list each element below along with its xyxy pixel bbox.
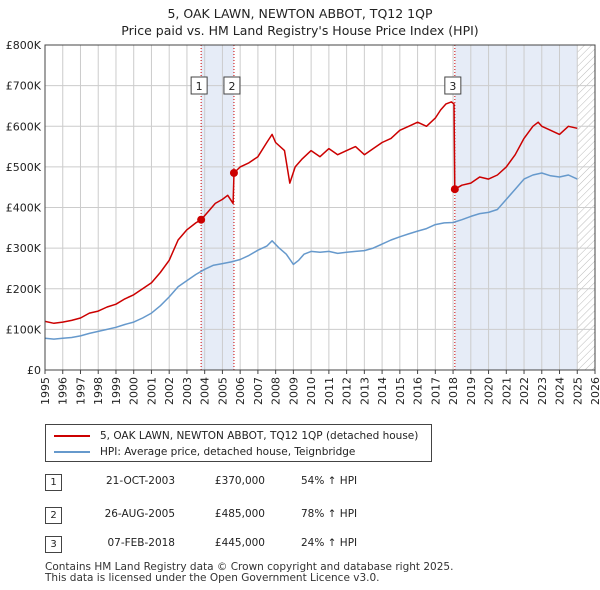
sale-price: £370,000 — [214, 475, 265, 487]
x-tick-label: 2001 — [145, 377, 158, 405]
sale-point — [197, 215, 206, 224]
sale-number: 2 — [45, 507, 62, 524]
x-tick-label: 2010 — [305, 377, 318, 405]
y-tick-label: £200K — [6, 283, 42, 296]
sale-point — [229, 168, 238, 177]
x-tick-label: 2023 — [536, 377, 549, 405]
price-chart: 1 2 3 £0 £100K £200K £300K £400K £500K £600K £700… — [6, 39, 600, 405]
x-tick-label: 2003 — [181, 377, 194, 405]
legend-label-hpi: HPI: Average price, detached house, Teig… — [100, 446, 356, 458]
legend-swatch-hpi — [54, 451, 90, 453]
x-tick-label: 2012 — [341, 377, 354, 405]
property-price-line — [45, 101, 578, 325]
chart-legend: 5, OAK LAWN, NEWTON ABBOT, TQ12 1QP (det… — [45, 424, 432, 462]
sale-date: 21-OCT-2003 — [106, 475, 175, 487]
legend-item-hpi: HPI: Average price, detached house, Teig… — [54, 444, 355, 460]
legend-swatch-property — [54, 435, 90, 437]
sale-marker-label: 1 — [196, 80, 203, 93]
sale-number: 3 — [45, 536, 62, 553]
chart-title: 5, OAK LAWN, NEWTON ABBOT, TQ12 1QP Pric… — [0, 5, 600, 39]
legend-label-property: 5, OAK LAWN, NEWTON ABBOT, TQ12 1QP (det… — [100, 430, 419, 442]
hpi-line — [45, 172, 578, 340]
y-tick-label: £300K — [6, 242, 42, 255]
x-tick-label: 2005 — [216, 377, 229, 405]
x-tick-label: 2008 — [270, 377, 283, 405]
x-tick-label: 1995 — [39, 377, 52, 405]
title-line-1: 5, OAK LAWN, NEWTON ABBOT, TQ12 1QP — [167, 6, 433, 21]
sale-marker-box — [223, 76, 241, 95]
x-tick-label: 2026 — [589, 377, 600, 405]
y-tick-label: £700K — [6, 80, 42, 93]
title-line-2: Price paid vs. HM Land Registry's House … — [121, 23, 479, 38]
x-tick-label: 2011 — [323, 377, 336, 405]
y-tick-label: £0 — [27, 364, 41, 377]
sale-row: 3 07-FEB-2018 £445,000 24% ↑ HPI — [45, 536, 445, 553]
y-tick-label: £400K — [6, 202, 42, 215]
footer-attribution: Contains HM Land Registry data © Crown c… — [45, 562, 453, 584]
x-tick-label: 2009 — [287, 377, 300, 405]
x-tick-label: 2006 — [234, 377, 247, 405]
y-tick-label: £500K — [6, 161, 42, 174]
x-tick-label: 1996 — [57, 377, 70, 405]
footer-line-2: This data is licensed under the Open Gov… — [45, 572, 380, 584]
x-tick-label: 2007 — [252, 377, 265, 405]
sale-hpi-change: 24% ↑ HPI — [301, 537, 358, 549]
x-tick-label: 2000 — [128, 377, 141, 405]
x-tick-label: 2016 — [412, 377, 425, 405]
sale-point — [450, 185, 459, 194]
sale-marker-label: 3 — [449, 80, 456, 93]
x-tick-label: 2019 — [465, 377, 478, 405]
y-tick-label: £800K — [6, 39, 42, 52]
sale-marker-box — [190, 76, 208, 95]
x-tick-label: 2013 — [358, 377, 371, 405]
x-tick-label: 2018 — [447, 377, 460, 405]
x-tick-label: 2025 — [571, 377, 584, 405]
sale-marker-label: 2 — [228, 80, 235, 93]
x-tick-label: 2002 — [163, 377, 176, 405]
sale-row: 1 21-OCT-2003 £370,000 54% ↑ HPI — [45, 474, 445, 491]
x-tick-label: 2014 — [376, 377, 389, 405]
y-tick-label: £100K — [6, 323, 42, 336]
legend-item-property: 5, OAK LAWN, NEWTON ABBOT, TQ12 1QP (det… — [54, 428, 418, 444]
plot-border — [44, 44, 596, 371]
sale-row: 2 26-AUG-2005 £485,000 78% ↑ HPI — [45, 507, 445, 524]
sale-price: £485,000 — [214, 508, 265, 520]
x-tick-label: 1999 — [110, 377, 123, 405]
x-tick-label: 2004 — [199, 377, 212, 405]
x-tick-label: 2021 — [500, 377, 513, 405]
sale-hpi-change: 54% ↑ HPI — [301, 475, 358, 487]
sale-number: 1 — [45, 474, 62, 491]
y-tick-label: £600K — [6, 120, 42, 133]
sale-marker-box — [444, 76, 462, 95]
x-tick-label: 1997 — [74, 377, 87, 405]
x-tick-label: 2020 — [483, 377, 496, 405]
footer-line-1: Contains HM Land Registry data © Crown c… — [45, 561, 454, 573]
x-tick-label: 2022 — [518, 377, 531, 405]
x-tick-label: 2024 — [554, 377, 567, 405]
sale-date: 07-FEB-2018 — [107, 537, 175, 549]
sale-hpi-change: 78% ↑ HPI — [301, 508, 358, 520]
sale-date: 26-AUG-2005 — [104, 508, 175, 520]
x-tick-label: 1998 — [92, 377, 105, 405]
x-tick-label: 2017 — [429, 377, 442, 405]
sale-price: £445,000 — [214, 537, 265, 549]
x-tick-label: 2015 — [394, 377, 407, 405]
